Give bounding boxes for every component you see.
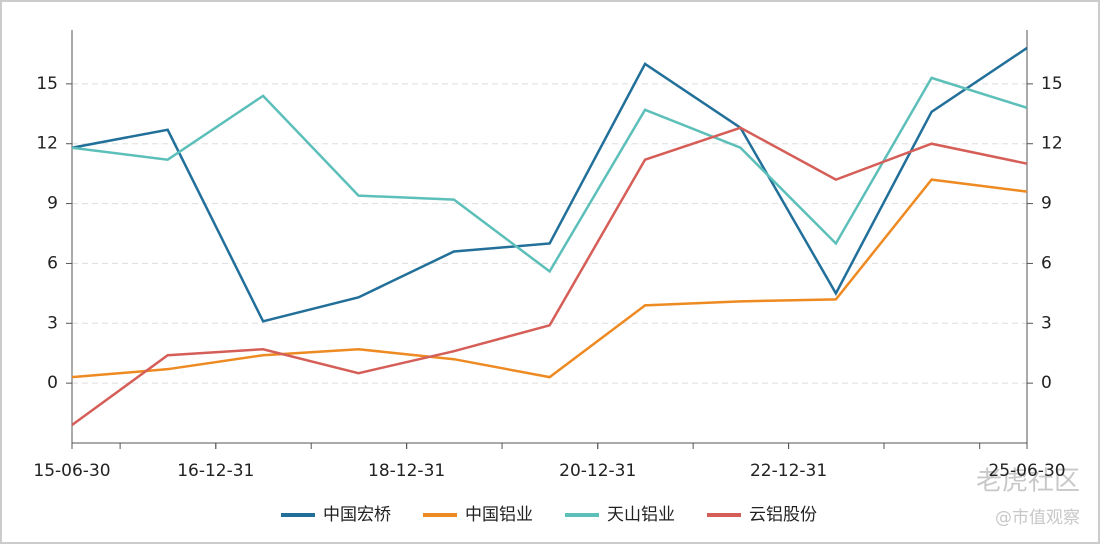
y2-tick-label: 15 xyxy=(1041,74,1063,94)
series-line xyxy=(71,178,1028,379)
x-tick-label: 25-06-30 xyxy=(988,461,1065,481)
legend-label: 天山铝业 xyxy=(607,505,675,525)
y-tick-label: 12 xyxy=(36,134,58,154)
y2-tick-label: 9 xyxy=(1041,194,1052,214)
series-line xyxy=(71,46,1028,323)
y2-tick-label: 0 xyxy=(1041,373,1052,393)
legend-label: 云铝股份 xyxy=(749,505,817,525)
x-tick-label: 18-12-31 xyxy=(368,461,445,481)
y2-tick-label: 3 xyxy=(1041,313,1052,333)
y-tick-label: 3 xyxy=(47,313,58,333)
y-tick-label: 0 xyxy=(47,373,58,393)
x-tick-label: 22-12-31 xyxy=(750,461,827,481)
watermark-author: @市值观察 xyxy=(995,508,1080,528)
y-tick-label: 6 xyxy=(47,253,58,273)
y2-tick-label: 6 xyxy=(1041,253,1052,273)
series-line xyxy=(71,76,1028,274)
series-line xyxy=(71,126,1028,427)
legend-label: 中国宏桥 xyxy=(323,505,391,525)
y-tick-label: 15 xyxy=(36,74,58,94)
x-tick-label: 15-06-30 xyxy=(33,461,110,481)
y-tick-label: 9 xyxy=(47,194,58,214)
x-tick-label: 20-12-31 xyxy=(559,461,636,481)
watermark-brand: 老虎社区 xyxy=(976,467,1080,497)
y2-tick-label: 12 xyxy=(1041,134,1063,154)
x-tick-label: 16-12-31 xyxy=(177,461,254,481)
legend-label: 中国铝业 xyxy=(465,505,533,525)
